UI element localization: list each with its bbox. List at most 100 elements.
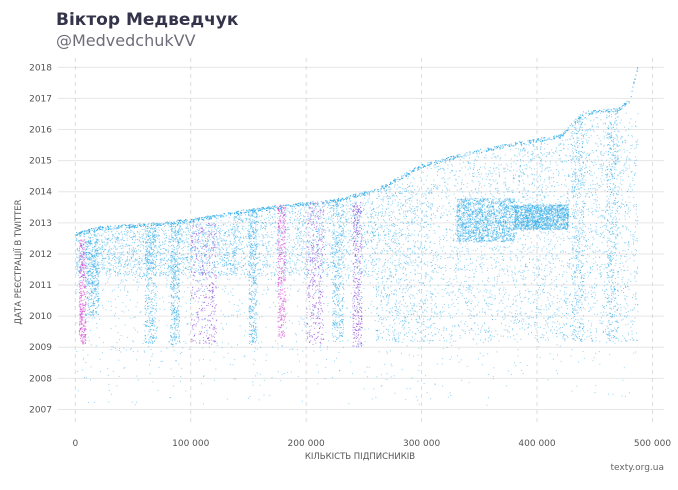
data-point — [266, 260, 268, 262]
data-point — [318, 239, 320, 241]
data-point — [115, 238, 117, 240]
data-point — [171, 251, 173, 253]
data-point — [350, 230, 351, 232]
data-point — [93, 231, 95, 232]
data-point — [612, 393, 614, 395]
data-point — [382, 309, 384, 311]
data-point — [466, 186, 468, 188]
data-point — [268, 220, 270, 221]
data-point — [101, 263, 103, 265]
data-point — [158, 227, 160, 229]
data-point — [161, 264, 163, 266]
data-point — [626, 156, 628, 157]
data-point — [222, 240, 224, 242]
data-point — [549, 243, 551, 245]
data-point — [143, 340, 145, 342]
data-point — [492, 375, 494, 377]
data-point — [185, 256, 187, 258]
data-point — [422, 226, 424, 228]
data-point — [316, 258, 318, 260]
data-point — [320, 216, 322, 218]
data-point — [262, 255, 264, 256]
data-point — [93, 229, 95, 231]
data-point — [142, 255, 144, 257]
data-point — [121, 245, 123, 247]
data-point — [134, 316, 136, 318]
data-point — [311, 212, 313, 214]
data-point — [189, 225, 191, 227]
data-point — [471, 269, 473, 271]
data-point — [119, 269, 121, 271]
data-point — [163, 225, 165, 227]
data-point — [299, 232, 301, 234]
data-point — [146, 259, 148, 261]
data-point — [509, 170, 511, 172]
data-point — [138, 233, 140, 235]
data-point — [419, 289, 420, 291]
data-point — [451, 170, 453, 172]
data-point — [223, 264, 225, 266]
data-point — [445, 288, 447, 289]
data-point — [103, 230, 105, 232]
data-point — [110, 301, 112, 303]
data-point — [134, 404, 136, 406]
data-point — [287, 250, 289, 252]
data-point — [407, 190, 409, 192]
data-point — [417, 380, 419, 382]
data-point — [367, 239, 369, 241]
data-point — [284, 259, 286, 260]
data-point — [253, 358, 255, 360]
data-point — [417, 272, 419, 274]
data-point — [631, 251, 633, 253]
data-point — [187, 323, 189, 325]
data-point — [372, 286, 374, 288]
data-point — [286, 229, 288, 231]
data-point — [398, 340, 400, 342]
data-point — [376, 207, 378, 209]
data-point — [303, 277, 305, 279]
data-point — [216, 267, 218, 269]
data-point — [276, 267, 278, 268]
data-point — [245, 214, 247, 216]
data-point — [236, 267, 238, 269]
data-point — [342, 204, 344, 206]
data-point — [283, 215, 285, 217]
data-point — [411, 339, 413, 341]
data-point — [101, 246, 103, 248]
data-point — [153, 274, 155, 276]
data-point — [466, 269, 468, 271]
data-point — [131, 230, 133, 232]
data-point — [203, 249, 205, 250]
data-point — [112, 258, 113, 260]
data-point — [262, 265, 264, 267]
data-point — [334, 253, 335, 255]
data-point — [415, 258, 416, 260]
data-point — [199, 274, 201, 276]
data-point — [256, 217, 258, 219]
data-point — [417, 399, 418, 401]
data-point — [122, 238, 123, 240]
data-point — [220, 310, 222, 312]
data-point — [143, 272, 145, 274]
data-point — [499, 289, 500, 291]
data-point — [83, 257, 85, 259]
data-point — [619, 173, 621, 175]
data-point — [161, 270, 163, 272]
data-point — [131, 271, 132, 273]
data-point — [191, 232, 193, 234]
data-point — [510, 374, 512, 375]
data-point — [300, 231, 302, 233]
data-point — [521, 141, 523, 143]
data-point — [155, 266, 157, 267]
data-point — [461, 295, 463, 297]
data-point — [139, 267, 141, 269]
data-point — [503, 258, 505, 260]
data-point — [303, 318, 305, 320]
data-point — [176, 235, 178, 237]
data-point — [138, 236, 140, 238]
data-point — [431, 184, 433, 185]
data-point — [309, 305, 311, 307]
data-point — [158, 245, 160, 247]
data-point — [342, 315, 344, 317]
data-point — [451, 344, 453, 346]
